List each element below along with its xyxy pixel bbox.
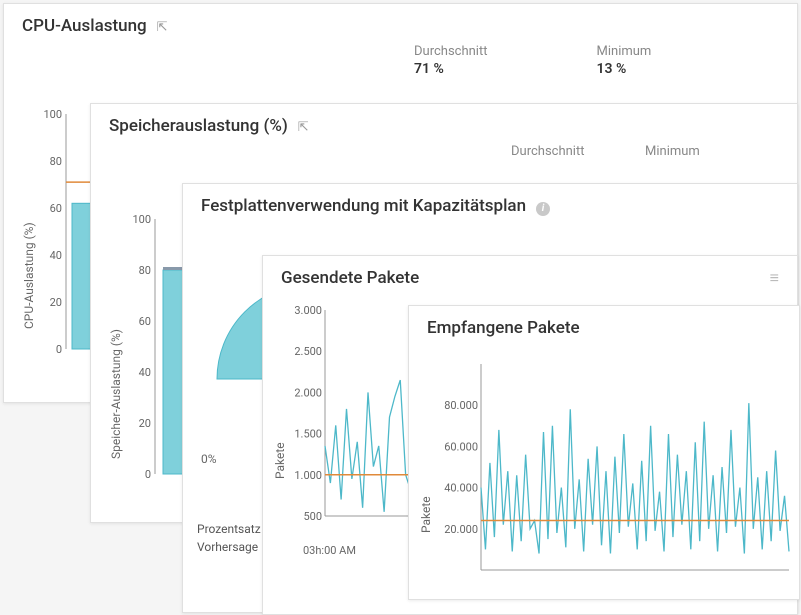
info-icon[interactable]: i — [536, 202, 550, 216]
card-cpu-title: CPU-Auslastung — [22, 16, 147, 36]
svg-text:0: 0 — [145, 468, 151, 481]
svg-text:60.000: 60.000 — [444, 440, 478, 453]
cpu-ylabel: CPU-Auslastung (%) — [22, 222, 36, 329]
svg-text:60: 60 — [50, 202, 62, 215]
recv-chart: 20.000 40.000 60.000 80.000 — [433, 358, 793, 588]
svg-text:1.000: 1.000 — [294, 469, 322, 482]
sent-xtick: 03h:00 AM — [303, 544, 356, 557]
card-disk-title: Festplattenverwendung mit Kapazitätsplan — [201, 196, 526, 216]
sent-ylabel: Pakete — [273, 442, 287, 479]
svg-text:100: 100 — [132, 214, 151, 226]
recv-ylabel: Pakete — [419, 496, 433, 533]
svg-text:500: 500 — [303, 510, 322, 523]
disk-zero-label: 0% — [201, 452, 217, 466]
card-sent-title: Gesendete Pakete — [281, 268, 419, 288]
svg-text:2.000: 2.000 — [294, 386, 322, 399]
sent-chart: 500 1.000 1.500 2.000 2.500 3.000 — [287, 304, 415, 534]
popout-icon[interactable]: ⇱ — [298, 120, 309, 135]
cpu-min-label: Minimum — [597, 44, 780, 59]
svg-text:80.000: 80.000 — [444, 399, 478, 412]
mem-min-label: Minimum — [645, 144, 779, 159]
card-recv-title: Empfangene Pakete — [427, 318, 580, 338]
popout-icon[interactable]: ⇱ — [157, 20, 168, 35]
svg-text:40: 40 — [139, 366, 151, 379]
svg-text:0: 0 — [56, 343, 62, 356]
svg-text:80: 80 — [139, 264, 151, 277]
disk-legend-forecast: Vorhersage — [197, 540, 261, 554]
cpu-min-value: 13 % — [597, 61, 780, 77]
mem-ylabel: Speicher-Auslastung (%) — [109, 329, 123, 459]
card-mem-title: Speicherauslastung (%) — [109, 116, 288, 136]
cpu-avg-value: 71 % — [414, 61, 597, 77]
svg-text:2.500: 2.500 — [294, 345, 322, 358]
svg-text:3.000: 3.000 — [294, 304, 322, 317]
disk-legend-pct: Prozentsatz — [197, 522, 261, 536]
mem-avg-label: Durchschnitt — [511, 144, 645, 159]
card-recv: Empfangene Pakete Pakete 20.000 40.000 60.… — [408, 305, 800, 600]
svg-text:40.000: 40.000 — [444, 482, 478, 495]
svg-text:60: 60 — [139, 315, 151, 328]
svg-text:1.500: 1.500 — [294, 428, 322, 441]
hamburger-icon[interactable]: ≡ — [770, 268, 779, 288]
cpu-avg-label: Durchschnitt — [414, 44, 597, 59]
svg-text:80: 80 — [50, 155, 62, 168]
svg-text:20.000: 20.000 — [444, 523, 478, 536]
svg-text:100: 100 — [43, 109, 62, 121]
svg-text:40: 40 — [50, 249, 62, 262]
svg-text:20: 20 — [50, 296, 62, 309]
svg-text:20: 20 — [139, 417, 151, 430]
